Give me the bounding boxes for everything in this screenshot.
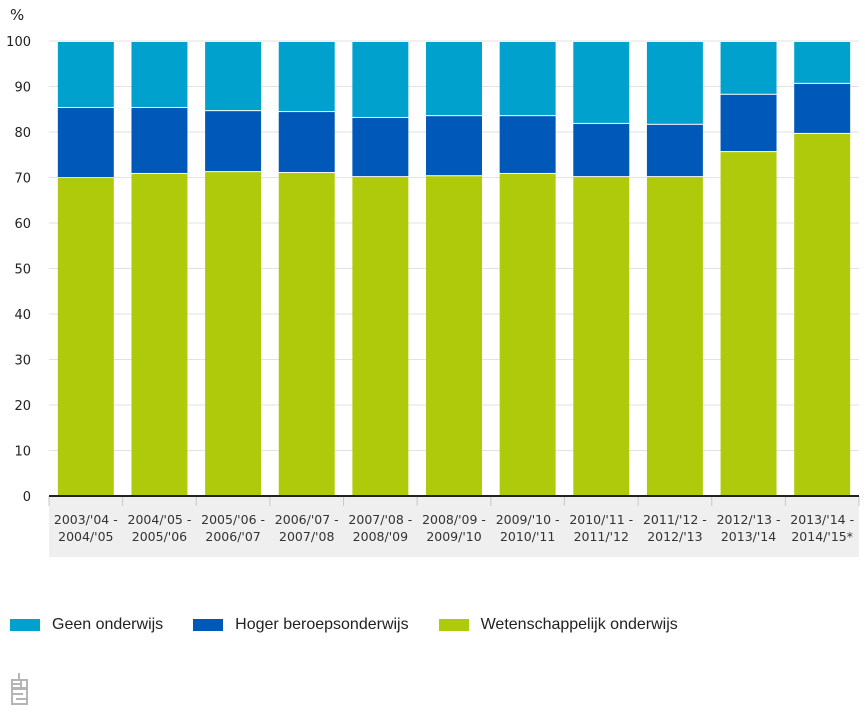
y-tick-label: 10 [14, 445, 31, 460]
bar-segment-geen-onderwijs[interactable] [131, 42, 188, 107]
bar-segment-geen-onderwijs[interactable] [794, 42, 851, 83]
legend-swatch [193, 619, 224, 631]
legend-label: Hoger beroepsonderwijs [235, 616, 409, 633]
x-tick-label: 2013/'14 - [790, 512, 854, 527]
x-axis-label-band [49, 497, 859, 557]
bar-segment-wetenschappelijk-onderwijs[interactable] [131, 173, 188, 496]
bar-segment-geen-onderwijs[interactable] [278, 42, 335, 112]
y-tick-label: 20 [14, 399, 31, 414]
x-tick-label: 2010/'11 [500, 529, 555, 544]
bar-segment-geen-onderwijs[interactable] [499, 42, 556, 116]
bar-segment-hoger-beroepsonderwijs[interactable] [278, 112, 335, 173]
y-tick-label: 30 [14, 354, 31, 369]
legend-label: Wetenschappelijk onderwijs [480, 616, 678, 633]
x-tick-label: 2012/'13 - [717, 512, 781, 527]
bar-segment-hoger-beroepsonderwijs[interactable] [794, 83, 851, 133]
x-tick-label: 2007/'08 - [348, 512, 412, 527]
bar-segment-wetenschappelijk-onderwijs[interactable] [646, 177, 703, 496]
bar-segment-wetenschappelijk-onderwijs[interactable] [720, 152, 777, 497]
bar-segment-wetenschappelijk-onderwijs[interactable] [205, 172, 262, 496]
x-tick-label: 2014/'15* [791, 529, 853, 544]
x-tick-label: 2011/'12 [574, 529, 629, 544]
y-tick-label: 50 [14, 263, 31, 278]
bar-segment-geen-onderwijs[interactable] [646, 42, 703, 124]
x-tick-label: 2008/'09 [353, 529, 408, 544]
bar-segment-wetenschappelijk-onderwijs[interactable] [499, 173, 556, 496]
bars [57, 42, 851, 497]
y-tick-label: 90 [14, 81, 31, 96]
x-tick-label: 2005/'06 [132, 529, 187, 544]
y-tick-label: 0 [23, 490, 31, 505]
y-tick-label: 100 [6, 35, 31, 50]
cbs-logo-icon [11, 673, 28, 705]
x-tick-label: 2013/'14 [721, 529, 776, 544]
bar-segment-geen-onderwijs[interactable] [720, 42, 777, 94]
bar-segment-wetenschappelijk-onderwijs[interactable] [426, 176, 482, 496]
bar-segment-geen-onderwijs[interactable] [205, 42, 262, 111]
legend-item-hoger-beroepsonderwijs[interactable]: Hoger beroepsonderwijs [193, 616, 409, 634]
bar-segment-hoger-beroepsonderwijs[interactable] [573, 123, 630, 177]
bar-segment-wetenschappelijk-onderwijs[interactable] [352, 177, 409, 496]
y-tick-label: 70 [14, 172, 31, 187]
legend-item-wetenschappelijk-onderwijs[interactable]: Wetenschappelijk onderwijs [438, 616, 678, 634]
x-tick-label: 2003/'04 - [54, 512, 118, 527]
bar-segment-geen-onderwijs[interactable] [352, 42, 409, 117]
x-tick-label: 2007/'08 [279, 529, 334, 544]
x-tick-label: 2004/'05 [58, 529, 113, 544]
bar-segment-hoger-beroepsonderwijs[interactable] [205, 111, 262, 172]
legend-label: Geen onderwijs [52, 616, 164, 633]
bar-segment-hoger-beroepsonderwijs[interactable] [352, 117, 409, 177]
stacked-bar-chart: % 0 10 20 30 40 50 60 70 80 90 100 2003/'04 - 2004/… [6, 6, 860, 557]
bar-segment-wetenschappelijk-onderwijs[interactable] [573, 177, 630, 496]
bar-segment-hoger-beroepsonderwijs[interactable] [131, 107, 188, 173]
x-tick-label: 2006/'07 [205, 529, 260, 544]
x-tick-label: 2004/'05 - [128, 512, 192, 527]
x-tick-label: 2009/'10 - [496, 512, 560, 527]
x-axis-tick-labels: 2003/'04 - 2004/'05 2004/'05 - 2005/'06 2005… [54, 512, 854, 544]
bar-segment-wetenschappelijk-onderwijs[interactable] [794, 133, 851, 496]
x-tick-label: 2010/'11 - [569, 512, 633, 527]
bar-segment-wetenschappelijk-onderwijs[interactable] [278, 173, 335, 497]
x-tick-label: 2011/'12 - [643, 512, 707, 527]
bar-segment-hoger-beroepsonderwijs[interactable] [646, 124, 703, 177]
x-tick-label: 2009/'10 [426, 529, 481, 544]
bar-segment-hoger-beroepsonderwijs[interactable] [426, 116, 482, 176]
bar-segment-geen-onderwijs[interactable] [426, 42, 482, 116]
y-axis-tick-labels: 0 10 20 30 40 50 60 70 80 90 100 [6, 35, 31, 505]
legend: Geen onderwijs Hoger beroepsonderwijs We… [10, 616, 708, 634]
x-tick-label: 2012/'13 [647, 529, 702, 544]
bar-segment-geen-onderwijs[interactable] [57, 42, 114, 107]
legend-swatch [438, 619, 469, 631]
y-axis-unit-label: % [10, 6, 24, 24]
legend-swatch [10, 619, 40, 631]
y-tick-label: 40 [14, 308, 31, 323]
bar-segment-geen-onderwijs[interactable] [573, 42, 630, 123]
bar-segment-hoger-beroepsonderwijs[interactable] [720, 94, 777, 152]
legend-item-geen-onderwijs[interactable]: Geen onderwijs [10, 616, 163, 634]
y-tick-label: 80 [14, 126, 31, 141]
bar-segment-hoger-beroepsonderwijs[interactable] [499, 116, 556, 173]
x-tick-label: 2005/'06 - [201, 512, 265, 527]
x-tick-label: 2006/'07 - [275, 512, 339, 527]
y-tick-label: 60 [14, 217, 31, 232]
x-tick-label: 2008/'09 - [422, 512, 486, 527]
x-axis-ticks [48, 496, 860, 506]
bar-segment-wetenschappelijk-onderwijs[interactable] [57, 178, 114, 497]
bar-segment-hoger-beroepsonderwijs[interactable] [57, 107, 114, 178]
